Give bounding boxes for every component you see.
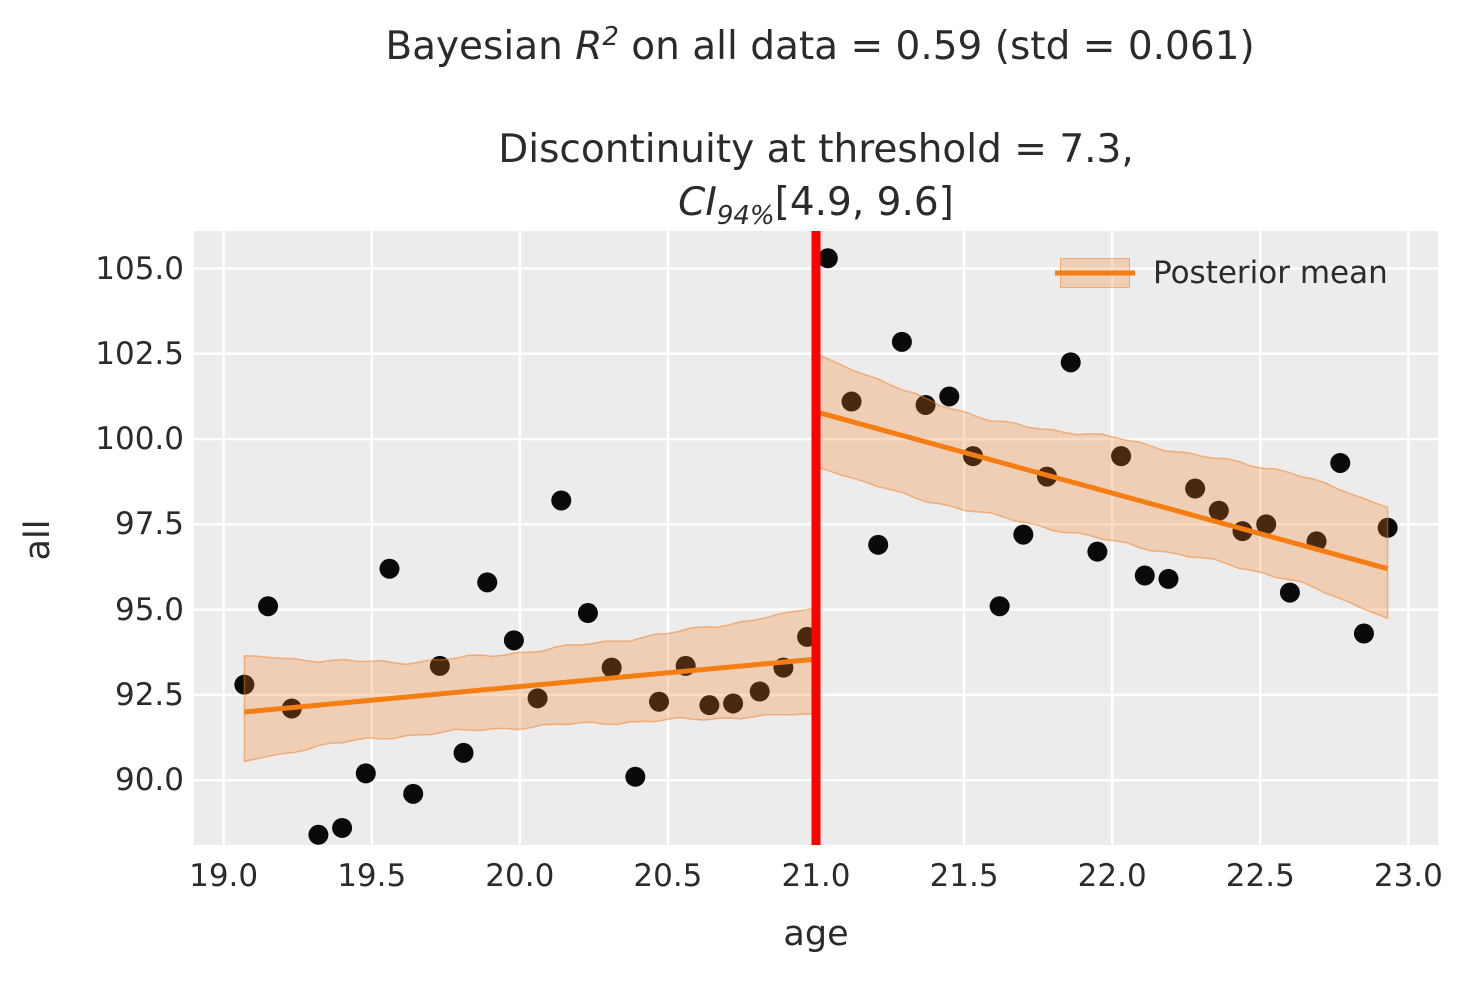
data-point: [355, 763, 376, 784]
y-axis-label: all: [18, 519, 58, 561]
x-tick-label: 22.0: [1077, 858, 1147, 894]
y-tick-label: 97.5: [114, 506, 184, 543]
data-point: [577, 603, 598, 624]
y-tick-label: 95.0: [114, 591, 184, 628]
figure-title-variable: R: [575, 24, 603, 69]
data-point: [429, 655, 450, 676]
legend-posterior-mean-line: [1055, 270, 1135, 276]
ci-interval: [4.9, 9.6]: [774, 180, 954, 225]
data-point: [989, 596, 1010, 617]
data-point: [1208, 500, 1229, 521]
data-point: [1013, 524, 1034, 545]
ci-subscript: 94%: [716, 200, 775, 231]
data-point: [1279, 582, 1300, 603]
figure-title: Bayesian R2 on all data = 0.59 (std = 0.…: [385, 22, 1254, 69]
x-tick-label: 21.0: [781, 858, 851, 894]
data-point: [817, 248, 838, 269]
data-point: [1185, 478, 1206, 499]
axes-title-line2: CI94%[4.9, 9.6]: [678, 180, 954, 231]
data-point: [891, 331, 912, 352]
data-point: [939, 386, 960, 407]
x-tick-label: 20.0: [485, 858, 555, 894]
x-tick-label: 22.5: [1225, 858, 1295, 894]
data-point: [1330, 452, 1351, 473]
data-point: [403, 783, 424, 804]
data-point: [1256, 514, 1277, 535]
data-point: [1060, 352, 1081, 373]
data-point: [477, 572, 498, 593]
y-tick-label: 90.0: [114, 762, 184, 799]
data-point: [625, 766, 646, 787]
x-tick-label: 23.0: [1373, 858, 1443, 894]
data-point: [749, 681, 770, 702]
data-point: [551, 490, 572, 511]
chart-canvas: [194, 231, 1438, 845]
y-tick-label: 102.5: [95, 335, 184, 372]
data-point: [453, 742, 474, 763]
axes-title-line1: Discontinuity at threshold = 7.3,: [498, 127, 1134, 172]
legend: Posterior mean: [1055, 252, 1388, 294]
data-point: [1158, 568, 1179, 589]
data-point: [1087, 541, 1108, 562]
data-point: [258, 596, 279, 617]
y-tick-label: 92.5: [114, 676, 184, 713]
x-tick-label: 19.5: [337, 858, 407, 894]
legend-ci-band-swatch: [1055, 258, 1135, 288]
data-point: [841, 391, 862, 412]
posterior-mean-right: [815, 409, 1389, 572]
y-tick-label: 105.0: [95, 250, 184, 287]
data-point: [1134, 565, 1155, 586]
data-point: [379, 558, 400, 579]
ci-band-right: [815, 353, 1389, 619]
data-point: [308, 824, 329, 845]
data-point: [649, 691, 670, 712]
figure-title-superscript: 2: [602, 22, 619, 52]
data-point: [601, 657, 622, 678]
data-point: [868, 534, 889, 555]
data-point: [699, 695, 720, 716]
figure-title-prefix: Bayesian: [385, 24, 576, 69]
data-point: [527, 688, 548, 709]
data-point: [503, 630, 524, 651]
data-point: [1353, 623, 1374, 644]
x-axis-label: age: [783, 914, 849, 954]
y-tick-label: 100.0: [95, 421, 184, 458]
x-tick-label: 20.5: [633, 858, 703, 894]
x-tick-label: 21.5: [929, 858, 999, 894]
x-tick-label: 19.0: [189, 858, 259, 894]
posterior-mean-left: [244, 656, 817, 715]
data-point: [723, 693, 744, 714]
figure-title-suffix: on all data = 0.59 (std = 0.061): [618, 24, 1255, 69]
data-point: [332, 817, 353, 838]
legend-label: Posterior mean: [1153, 255, 1388, 291]
data-point: [1111, 446, 1132, 467]
ci-variable: CI: [678, 180, 717, 225]
plot-area: [194, 231, 1438, 845]
